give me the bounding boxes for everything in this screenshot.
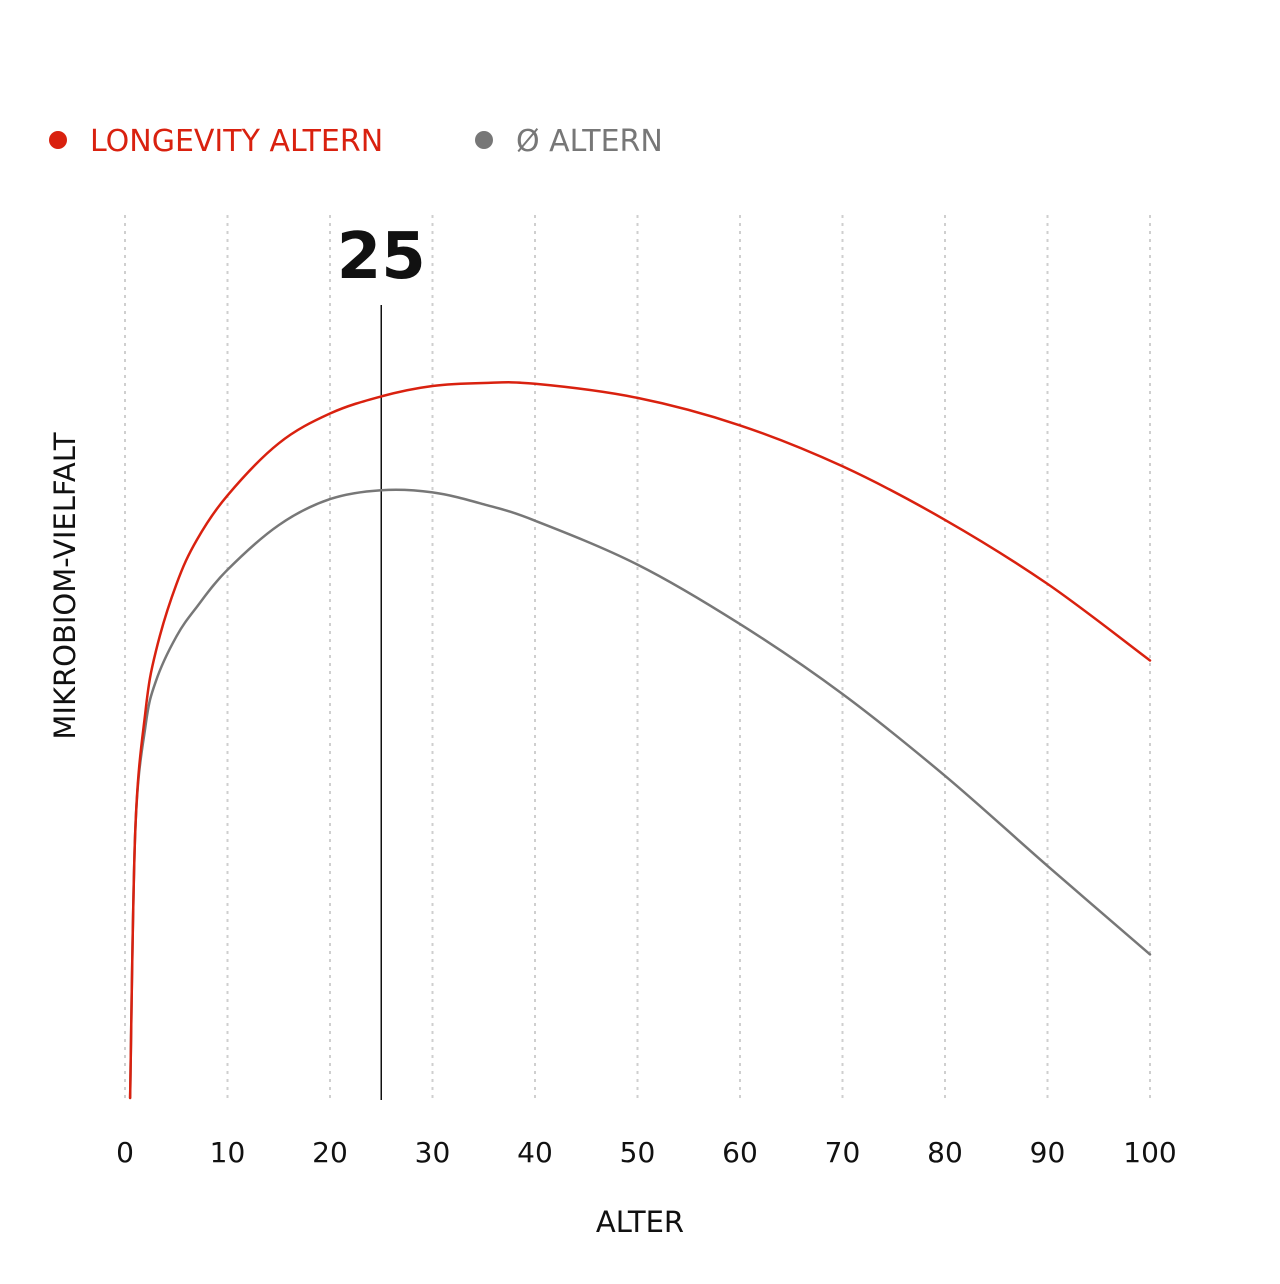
series-line-average (128, 488, 1152, 1100)
legend-label-longevity: LONGEVITY ALTERN (90, 124, 383, 159)
x-tick-label-80: 80 (927, 1136, 963, 1169)
x-tick-label-100: 100 (1123, 1136, 1176, 1169)
x-tick-label-20: 20 (312, 1136, 348, 1169)
x-tick-label-0: 0 (116, 1136, 134, 1169)
x-tick-label-30: 30 (415, 1136, 451, 1169)
x-axis-label: ALTER (596, 1205, 684, 1239)
legend-label-average: Ø ALTERN (516, 124, 663, 159)
x-tick-label-90: 90 (1030, 1136, 1066, 1169)
legend: LONGEVITY ALTERN Ø ALTERN (49, 124, 663, 159)
y-axis-label: MIKROBIOM-VIELFALT (48, 432, 82, 740)
x-tick-label-70: 70 (825, 1136, 861, 1169)
series-line-longevity (128, 381, 1152, 1100)
series-lines (128, 381, 1152, 1100)
x-tick-label-60: 60 (722, 1136, 758, 1169)
x-tick-label-10: 10 (210, 1136, 246, 1169)
x-tick-label-40: 40 (517, 1136, 553, 1169)
x-tick-labels: 0 10 20 30 40 50 60 70 80 90 100 (116, 1136, 1177, 1169)
age-marker: 25 (337, 220, 426, 1100)
marker-label: 25 (337, 220, 426, 294)
grid-lines (124, 215, 1151, 1100)
x-tick-label-50: 50 (620, 1136, 656, 1169)
legend-dot-average (475, 131, 493, 149)
legend-dot-longevity (49, 131, 67, 149)
